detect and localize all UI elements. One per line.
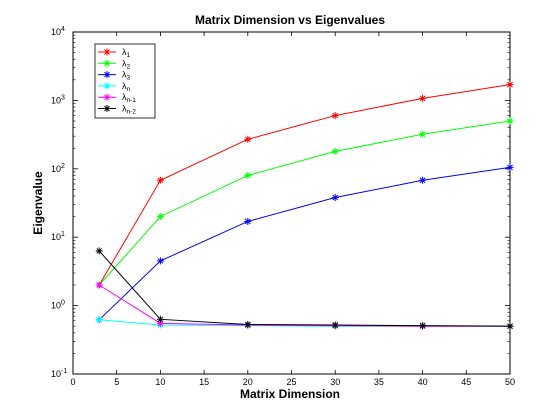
data-point — [506, 322, 514, 330]
legend-item: λn — [98, 81, 131, 93]
x-tick-label: 5 — [114, 377, 119, 387]
x-tick-label: 20 — [243, 377, 253, 387]
legend-label: λ3 — [122, 70, 131, 82]
y-tick-label: 100 — [51, 300, 65, 311]
legend-marker — [103, 71, 111, 79]
series-line — [98, 120, 511, 286]
data-point — [419, 176, 427, 184]
y-axis: 10-1 100 101 102 103 104 — [51, 26, 510, 379]
y-axis-label: Eigenvalue — [31, 171, 45, 235]
series-line — [98, 250, 511, 327]
legend-label: λn — [122, 81, 131, 93]
x-tick-label: 15 — [199, 377, 209, 387]
data-point — [244, 217, 252, 225]
data-point — [331, 112, 339, 120]
legend-item: λn-1 — [98, 92, 136, 104]
x-tick-label: 25 — [286, 377, 296, 387]
legend-marker — [103, 82, 111, 90]
series-λ2 — [95, 117, 514, 289]
legend-item: λ1 — [98, 47, 131, 59]
data-point — [156, 213, 164, 221]
chart-title: Matrix Dimension vs Eigenvalues — [195, 13, 385, 27]
x-tick-label: 30 — [330, 377, 340, 387]
data-point — [506, 163, 514, 171]
x-tick-label: 50 — [505, 377, 515, 387]
series-λ1 — [95, 81, 514, 289]
series-line — [98, 166, 511, 321]
x-axis-label: Matrix Dimension — [240, 387, 340, 401]
data-point — [419, 322, 427, 330]
series-group — [95, 81, 514, 330]
legend-marker — [103, 59, 111, 67]
y-tick-label: 10-1 — [51, 368, 67, 379]
y-tick-label: 102 — [51, 163, 65, 174]
legend-label: λ1 — [122, 47, 131, 59]
legend-marker — [103, 48, 111, 56]
data-point — [331, 321, 339, 329]
data-point — [506, 81, 514, 89]
data-point — [156, 315, 164, 323]
data-point — [331, 147, 339, 155]
data-point — [244, 171, 252, 179]
legend-marker — [103, 93, 111, 101]
x-tick-label: 40 — [418, 377, 428, 387]
legend-item: λn-2 — [98, 104, 136, 116]
legend-item: λ3 — [98, 70, 131, 82]
x-tick-label: 10 — [155, 377, 165, 387]
data-point — [244, 135, 252, 143]
legend-item: λ2 — [98, 58, 131, 70]
data-point — [95, 281, 103, 289]
data-point — [95, 247, 103, 255]
series-λn-2 — [95, 247, 514, 330]
legend-label: λn-2 — [122, 104, 136, 116]
legend-label: λ2 — [122, 58, 131, 70]
data-point — [244, 320, 252, 328]
x-axis: 0 5 10 15 20 25 30 35 40 45 50 — [70, 32, 515, 387]
legend-box — [94, 43, 156, 119]
data-point — [95, 316, 103, 324]
data-point — [331, 194, 339, 202]
x-tick-label: 0 — [70, 377, 75, 387]
data-point — [156, 257, 164, 265]
data-point — [506, 117, 514, 125]
legend-label: λn-1 — [122, 92, 136, 104]
data-point — [419, 94, 427, 102]
series-line — [98, 84, 511, 286]
y-tick-label: 101 — [51, 231, 65, 242]
x-tick-label: 35 — [374, 377, 384, 387]
data-point — [419, 130, 427, 138]
legend-marker — [103, 105, 111, 112]
data-point — [156, 176, 164, 184]
x-tick-label: 45 — [461, 377, 471, 387]
y-tick-label: 104 — [51, 26, 65, 37]
y-tick-label: 103 — [51, 94, 65, 105]
